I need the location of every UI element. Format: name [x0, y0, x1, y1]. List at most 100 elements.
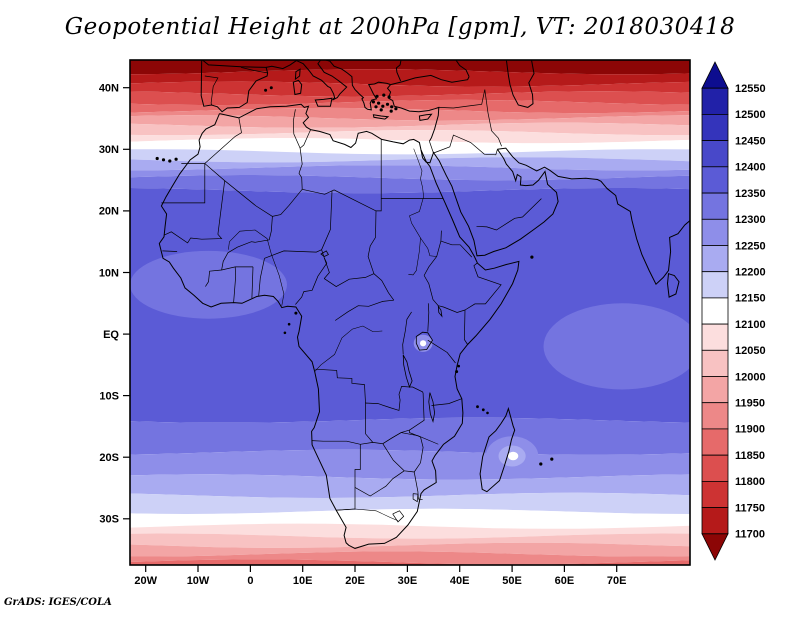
country-border: [258, 258, 265, 296]
colorbar-label: 12050: [735, 345, 766, 357]
country-border: [440, 240, 473, 258]
country-border: [311, 440, 383, 445]
colorbar-cell: [701, 507, 729, 535]
colorbar-label: 11800: [735, 476, 765, 488]
island-coastline: [666, 273, 680, 298]
small-island: [379, 108, 383, 112]
colorbar-label: 12300: [735, 214, 766, 226]
small-island: [264, 88, 268, 92]
colorbar-label: 12500: [735, 109, 766, 121]
country-border: [484, 89, 502, 147]
contour-band: [130, 474, 690, 498]
country-border: [427, 339, 456, 364]
lake-outline: [320, 250, 329, 257]
colorbar-cell: [701, 376, 729, 404]
small-island: [390, 105, 394, 109]
lat-tick-label: 10S: [99, 390, 119, 402]
country-border: [409, 386, 425, 431]
contour-band: [130, 81, 690, 97]
lon-tick-label: 30E: [398, 575, 418, 587]
contour-band: [130, 115, 690, 128]
small-island: [385, 102, 390, 106]
coastline: [420, 149, 435, 164]
coastline: [395, 60, 402, 82]
lon-tick-label: 50E: [502, 575, 522, 587]
country-border: [402, 311, 412, 355]
country-border: [161, 163, 206, 204]
small-island: [530, 255, 534, 259]
country-border: [251, 266, 254, 299]
map-frame: [129, 59, 691, 566]
coastline: [158, 103, 520, 549]
small-island: [476, 405, 479, 409]
colorbar-label: 11900: [735, 424, 765, 436]
small-island: [394, 107, 398, 111]
coastline: [432, 149, 559, 257]
lon-tick-label: 20E: [345, 575, 365, 587]
country-border: [464, 309, 468, 345]
contour-band: [130, 533, 690, 548]
colorbar-cell: [701, 166, 729, 194]
contour-band: [130, 417, 690, 455]
colorbar-cell: [701, 192, 729, 220]
colorbar-label: 11750: [735, 502, 765, 514]
country-border: [292, 109, 301, 149]
colorbar-label: 12450: [735, 135, 766, 147]
colorbar-label: 12000: [735, 371, 766, 383]
small-island: [457, 364, 461, 368]
colorbar-cell: [701, 323, 729, 351]
contour-band: [130, 492, 690, 514]
country-border: [323, 257, 330, 279]
small-island: [539, 462, 543, 466]
contour-band: [130, 130, 690, 144]
country-border: [205, 266, 253, 287]
coastline: [323, 60, 391, 111]
contour-band: [130, 60, 690, 75]
chart-title: Geopotential Height at 200hPa [gpm], VT:…: [64, 14, 736, 40]
country-border: [429, 141, 434, 152]
colorbar-cell: [701, 454, 729, 482]
lat-tick-label: 30N: [99, 144, 119, 156]
colorbar-label: 11700: [735, 529, 765, 541]
lon-tick-label: 10W: [187, 575, 210, 587]
country-border: [464, 262, 502, 311]
lon-tick-label: 0: [247, 575, 253, 587]
country-border: [204, 75, 219, 106]
country-border: [233, 266, 237, 303]
country-border: [302, 139, 382, 212]
lat-tick-label: 30S: [99, 514, 119, 526]
coastline: [265, 60, 297, 70]
contour-band: [130, 523, 690, 539]
small-island: [375, 94, 379, 98]
contour-band: [130, 99, 690, 114]
contour-patch: [420, 340, 427, 347]
colorbar-cell: [701, 428, 729, 456]
contour-band: [130, 542, 690, 557]
lat-tick-label: 20S: [99, 452, 119, 464]
contour-band: [130, 69, 690, 87]
colorbar-cell: [701, 297, 729, 325]
lake-outline: [437, 304, 443, 318]
colorbar-cell: [701, 114, 729, 142]
contour-band: [130, 449, 690, 480]
lon-tick-label: 40E: [450, 575, 470, 587]
small-island: [381, 104, 385, 108]
lake-outline: [415, 331, 433, 351]
river: [314, 325, 383, 372]
lon-tick-label: 10E: [293, 575, 313, 587]
colorbar-label: 12550: [735, 83, 766, 95]
country-border: [335, 299, 394, 321]
small-island: [371, 100, 375, 104]
small-island: [455, 370, 459, 374]
small-island: [481, 408, 485, 412]
small-island: [287, 322, 291, 326]
country-border: [321, 191, 333, 250]
country-border: [315, 368, 366, 404]
colorbar-cell: [701, 87, 729, 115]
grads-stamp: GrADS: IGES/COLA: [4, 597, 112, 608]
small-island: [155, 156, 159, 161]
small-island: [550, 457, 554, 461]
country-border: [431, 398, 462, 406]
coastline: [455, 60, 470, 77]
colorbar-cell: [701, 480, 729, 509]
